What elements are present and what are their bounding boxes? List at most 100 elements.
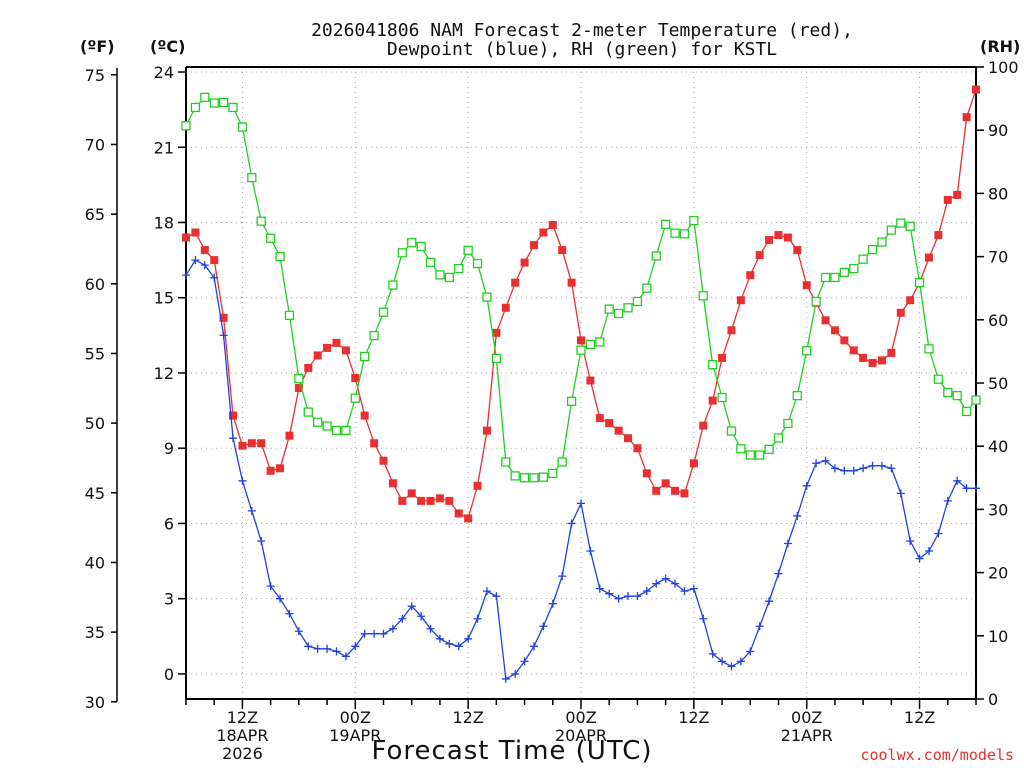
temperature-point [370, 439, 379, 448]
temperature-point [229, 411, 238, 420]
rh-point [755, 450, 765, 460]
temperature-point [877, 356, 886, 365]
celsius-tick-label: 9 [164, 439, 174, 458]
celsius-tick-label: 0 [164, 665, 174, 684]
rh-point [764, 444, 774, 455]
rh-series [181, 92, 981, 483]
rh-point [877, 237, 887, 247]
dewpoint-point [652, 579, 661, 588]
temperature-point [529, 241, 538, 250]
temperature-point [445, 496, 454, 505]
x-tick-label: 12Z [452, 708, 483, 727]
rh-point [209, 98, 219, 108]
dewpoint-point [718, 657, 727, 666]
rh-tick-label: 20 [988, 564, 1008, 583]
rh-point [190, 102, 201, 113]
fahrenheit-unit-label: (ºF) [80, 37, 115, 56]
dewpoint-point [915, 554, 924, 563]
temperature-point [793, 246, 802, 255]
temperature-point [379, 456, 388, 465]
temperature-point [802, 281, 811, 290]
rh-point [585, 339, 596, 350]
temperature-point [304, 363, 313, 372]
rh-tick-label: 10 [988, 627, 1008, 646]
temperature-point [821, 316, 830, 325]
x-tick-label: 12Z [227, 708, 258, 727]
x-tick-label: 00Z [340, 708, 371, 727]
rh-point [181, 121, 191, 131]
temperature-point [219, 313, 228, 322]
temperature-point [934, 231, 943, 240]
dewpoint-point [624, 592, 633, 601]
dewpoint-point [699, 614, 708, 623]
credit-text: coolwx.com/models [860, 746, 1014, 764]
temperature-point [323, 343, 332, 352]
dewpoint-point [351, 642, 360, 651]
temperature-point [953, 190, 962, 199]
temperature-point [191, 228, 200, 237]
celsius-tick-label: 18 [154, 213, 174, 232]
dewpoint-point [736, 657, 745, 666]
rh-point [613, 308, 624, 319]
dewpoint-point [783, 539, 792, 548]
temperature-point [417, 496, 426, 505]
temperature-point [577, 336, 585, 345]
temperature-point [868, 358, 877, 367]
temperature-point [896, 308, 905, 317]
dewpoint-point [182, 271, 190, 280]
temperature-point [671, 486, 680, 495]
temperature-point [962, 113, 971, 122]
temperature-point [360, 411, 369, 420]
dewpoint-point [586, 547, 595, 556]
dewpoint-point [341, 652, 350, 661]
dewpoint-point [454, 642, 463, 651]
temperature-point [708, 396, 717, 405]
x-tick-label: 20APR [555, 726, 607, 745]
temperature-point [652, 486, 661, 495]
temperature-point [830, 326, 839, 335]
rh-point [491, 353, 502, 364]
dewpoint-point [614, 594, 623, 603]
temperature-point [840, 336, 849, 345]
rh-tick-label: 70 [988, 248, 1008, 267]
temperature-point [276, 464, 285, 473]
rh-point [830, 272, 840, 283]
rh-point [548, 468, 558, 479]
rh-point [350, 393, 360, 403]
temperature-point [887, 348, 896, 357]
rh-point [679, 229, 690, 239]
rh-point [670, 228, 680, 238]
rh-tick-label: 80 [988, 184, 1008, 203]
dewpoint-point [445, 639, 454, 648]
temperature-point [407, 489, 416, 498]
dewpoint-point [229, 434, 238, 443]
temperature-point [642, 469, 651, 478]
rh-point [341, 425, 351, 436]
dewpoint-point [821, 456, 830, 465]
rh-point [914, 277, 925, 288]
dewpoint-point [972, 484, 980, 493]
rh-point [284, 310, 295, 321]
temperature-point [567, 278, 576, 287]
temperature-point [924, 253, 933, 262]
dewpoint-point [859, 464, 868, 473]
dewpoint-point [558, 572, 567, 581]
gridlines [186, 67, 976, 699]
celsius-axis: 24 21 18 15 12 9 6 3 0 [154, 63, 186, 684]
series-layer [181, 85, 981, 683]
dewpoint-point [398, 614, 407, 623]
dewpoint-point [539, 622, 548, 631]
dewpoint-point [219, 331, 228, 340]
rh-point [275, 251, 285, 262]
dewpoint-point [210, 273, 219, 282]
fahrenheit-tick-label: 35 [85, 623, 105, 642]
rh-point [435, 270, 445, 280]
temperature-point [313, 351, 322, 360]
rh-point [519, 473, 530, 483]
temperature-point [238, 441, 247, 450]
temperature-point [539, 228, 548, 237]
fahrenheit-axis: 75 70 65 60 55 50 45 40 35 30 [85, 66, 118, 712]
rh-point [717, 392, 727, 403]
rh-point [595, 337, 605, 347]
